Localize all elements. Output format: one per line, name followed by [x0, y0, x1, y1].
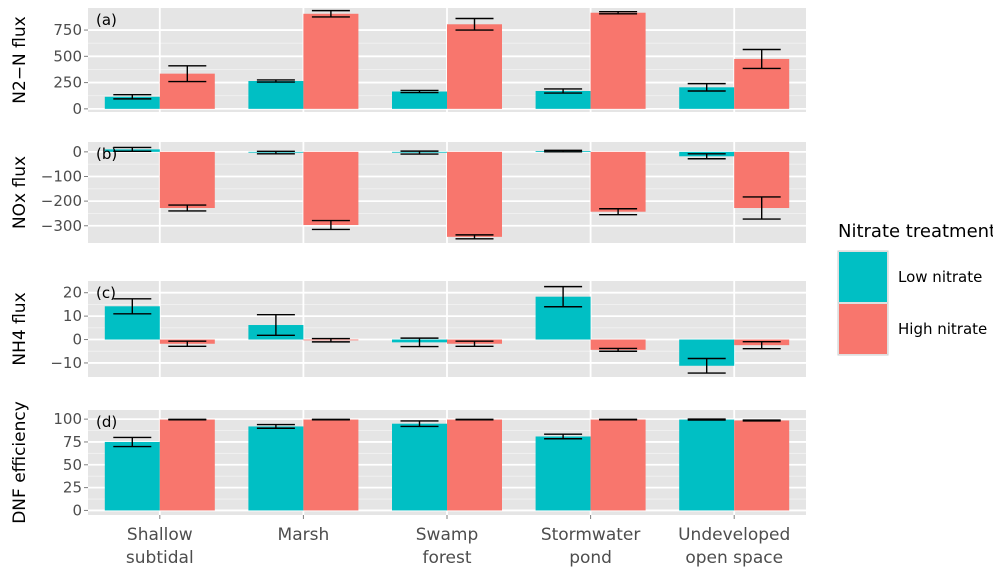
- y-axis-label: N2−N flux: [10, 16, 30, 103]
- x-tick-label: Undeveloped: [678, 525, 790, 545]
- y-axis-label: DNF efficiency: [10, 401, 30, 524]
- legend-title: Nitrate treatment: [838, 221, 993, 242]
- y-axis-label: NH4 flux: [10, 292, 30, 365]
- panel-b: 0 −100 −200 −300 (b) NOx flux: [10, 142, 806, 243]
- x-tick-label: subtidal: [126, 548, 194, 567]
- x-tick-label: Shallow: [127, 525, 193, 545]
- x-tick-label: Swamp: [416, 525, 478, 545]
- panel-tag: (a): [96, 11, 117, 29]
- x-tick-label: Marsh: [278, 525, 330, 545]
- bar: [590, 339, 646, 350]
- legend-label: Low nitrate: [898, 268, 982, 286]
- y-tick-label: 0: [72, 100, 82, 118]
- y-tick-label: 0: [72, 331, 82, 349]
- bar: [104, 441, 160, 511]
- y-tick-label: 250: [53, 74, 82, 92]
- y-tick-label: −300: [41, 217, 82, 235]
- bar: [590, 419, 646, 511]
- bar: [392, 423, 447, 511]
- y-tick-label: 75: [63, 433, 82, 451]
- panel-tag: (d): [96, 413, 117, 431]
- panel-tag: (b): [96, 145, 117, 163]
- y-tick-label: −10: [50, 354, 82, 372]
- legend-swatch: [839, 304, 887, 354]
- bar: [447, 151, 502, 237]
- bar: [248, 426, 304, 511]
- bar: [679, 87, 735, 109]
- legend: Nitrate treatment Low nitrate High nitrate: [837, 221, 993, 356]
- y-tick-label: 50: [63, 456, 82, 474]
- bar: [447, 419, 502, 511]
- y-tick-label: 10: [63, 307, 82, 325]
- bar: [303, 13, 359, 109]
- bar: [104, 96, 160, 109]
- bar: [159, 419, 215, 511]
- bar: [447, 24, 502, 109]
- bar: [679, 419, 735, 511]
- x-tick-label: Stormwater: [541, 525, 641, 545]
- bar: [392, 91, 447, 109]
- legend-swatch: [839, 252, 887, 302]
- panel-c: 20 10 0 −10 (c) NH4 flux: [10, 281, 806, 377]
- bar: [248, 81, 304, 109]
- panel-a: 0 250 500 750 (a) N2−N flux: [10, 8, 806, 118]
- x-tick-label: open space: [685, 548, 783, 567]
- y-tick-label: −100: [41, 167, 82, 185]
- y-tick-label: 25: [63, 479, 82, 497]
- bar: [303, 151, 359, 226]
- x-tick-label: pond: [569, 548, 612, 567]
- bar: [734, 420, 790, 511]
- bar: [535, 90, 591, 109]
- bar: [535, 436, 591, 511]
- bar: [303, 419, 359, 511]
- y-tick-label: 0: [72, 501, 82, 519]
- y-axis-label: NOx flux: [10, 156, 30, 229]
- y-tick-label: 0: [72, 143, 82, 161]
- y-tick-label: −200: [41, 192, 82, 210]
- y-tick-label: 100: [53, 410, 82, 428]
- panel-tag: (c): [96, 284, 116, 302]
- x-tick-label: forest: [423, 548, 472, 567]
- y-tick-label: 500: [53, 47, 82, 65]
- bar: [590, 12, 646, 109]
- legend-label: High nitrate: [898, 320, 987, 338]
- y-tick-label: 750: [53, 21, 82, 39]
- bar: [159, 151, 215, 209]
- panel-d: 0 25 50 75 100 (d) DNF efficiency: [10, 401, 806, 524]
- y-tick-label: 20: [63, 284, 82, 302]
- bar: [590, 151, 646, 212]
